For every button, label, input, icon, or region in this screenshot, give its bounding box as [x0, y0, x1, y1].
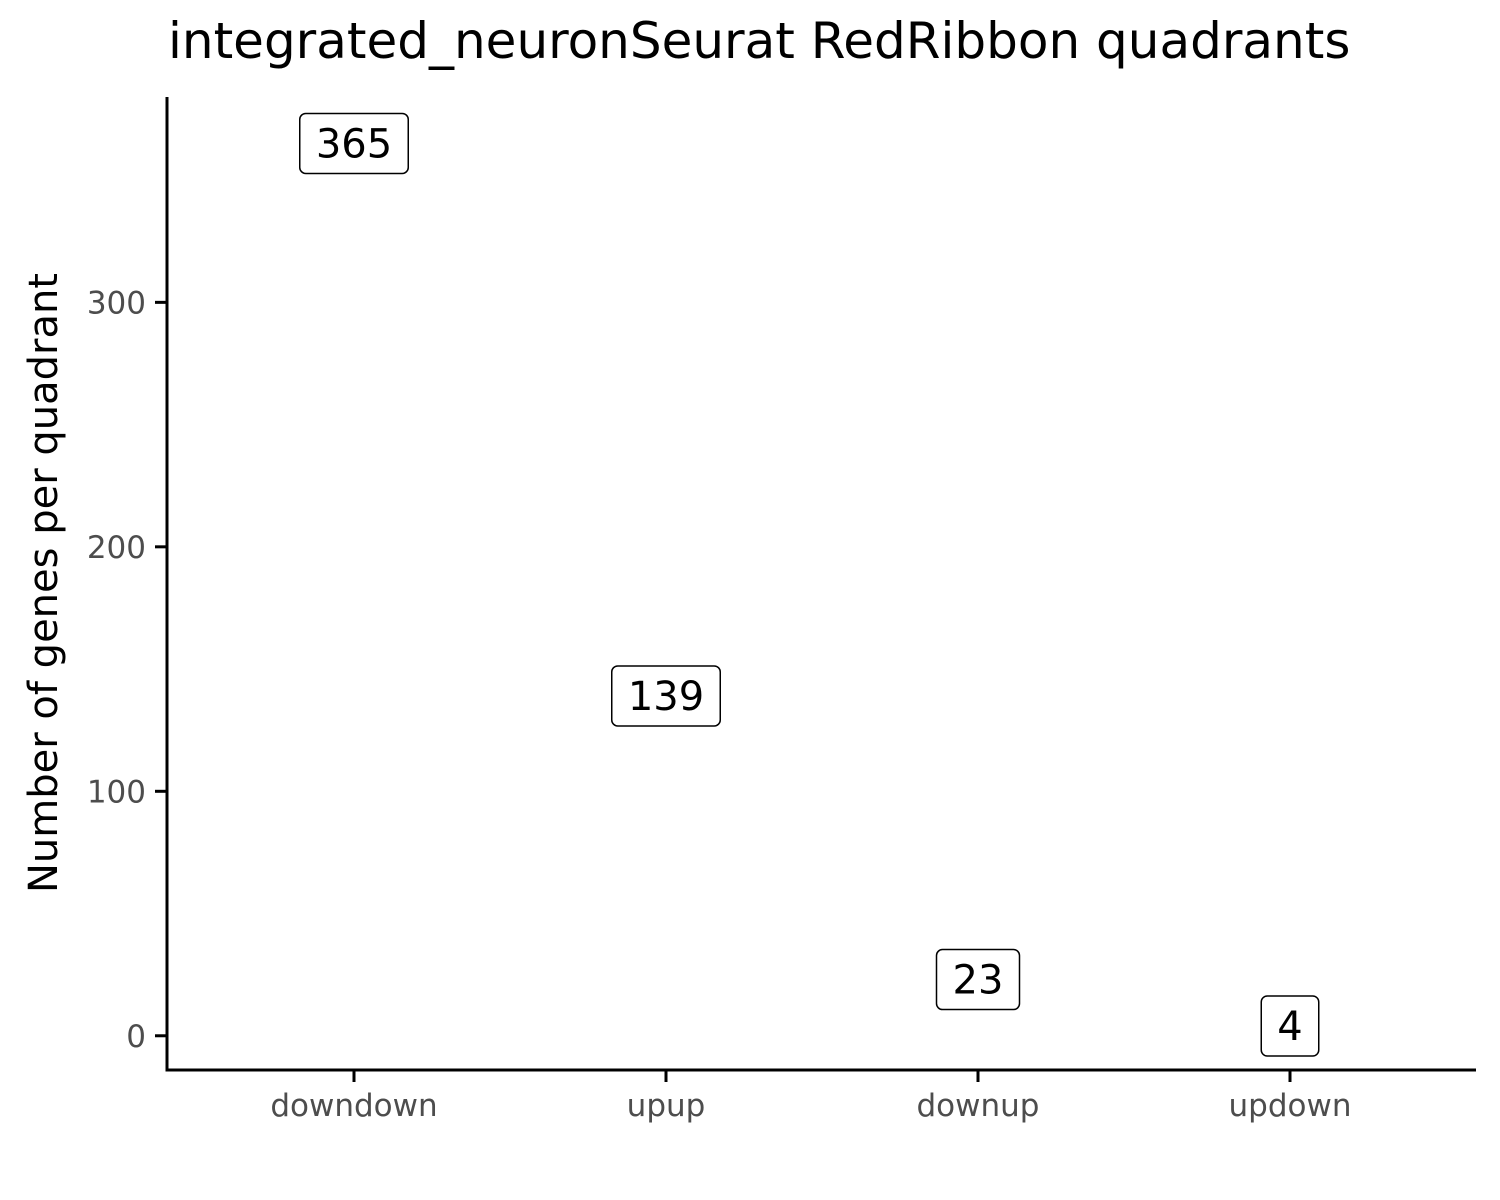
y-tick-label: 300: [87, 285, 146, 321]
x-axis-ticks: downdown upup downup updown: [270, 1070, 1351, 1124]
data-label-box: [611, 665, 721, 727]
x-tick-label: downup: [917, 1088, 1040, 1124]
x-tick-label: upup: [627, 1088, 706, 1124]
y-axis-ticks: 0 100 200 300: [87, 285, 167, 1055]
data-label-box: [1260, 995, 1320, 1057]
data-label: 23: [935, 948, 1021, 1011]
data-labels: 365 139 23 4: [299, 112, 1320, 1057]
y-tick-label: 0: [126, 1019, 146, 1055]
data-label-value: 365: [316, 121, 392, 167]
data-label-value: 139: [628, 674, 704, 720]
data-label: 365: [299, 112, 409, 175]
y-axis-title: Number of genes per quadrant: [21, 273, 67, 893]
data-label-box: [299, 112, 409, 175]
y-tick-label: 100: [87, 774, 146, 810]
y-tick-label: 200: [87, 530, 146, 566]
data-label: 139: [611, 665, 721, 727]
data-label-box: [935, 948, 1021, 1011]
data-label-value: 4: [1277, 1004, 1302, 1050]
data-label-value: 23: [953, 958, 1004, 1004]
x-tick-label: updown: [1229, 1088, 1352, 1124]
chart-title: integrated_neuronSeurat RedRibbon quadra…: [168, 12, 1351, 70]
data-label: 4: [1260, 995, 1320, 1057]
x-tick-label: downdown: [270, 1088, 437, 1124]
